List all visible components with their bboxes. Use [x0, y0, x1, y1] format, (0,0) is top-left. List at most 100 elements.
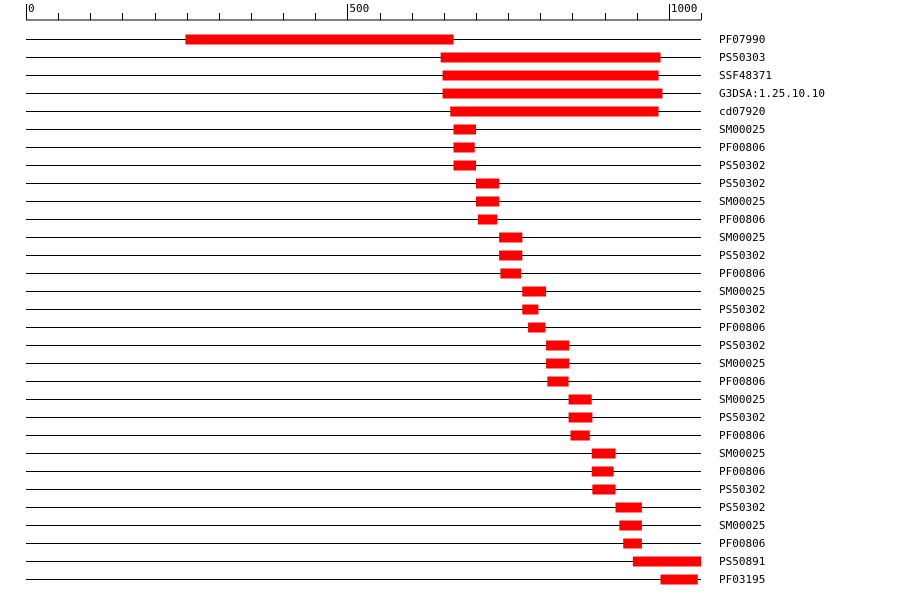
domain-row: PF00806 [26, 429, 765, 442]
domain-row: G3DSA:1.25.10.10 [26, 87, 825, 100]
domain-row: SM00025 [26, 123, 765, 136]
domain-label: PF00806 [719, 537, 765, 550]
domain-label: PF07990 [719, 33, 765, 46]
domain-bar[interactable] [499, 232, 523, 243]
domain-row: PS50302 [26, 159, 765, 172]
domain-bar[interactable] [476, 196, 500, 207]
domain-label: PF00806 [719, 429, 765, 442]
domain-label: PS50302 [719, 249, 765, 262]
domain-row: PS50302 [26, 303, 765, 316]
axis-tick-label: 0 [28, 2, 35, 15]
domain-bar[interactable] [623, 538, 642, 549]
domain-bar[interactable] [476, 178, 500, 189]
domain-bar[interactable] [477, 214, 498, 225]
domain-label: PS50302 [719, 483, 765, 496]
domain-bar[interactable] [632, 556, 701, 567]
axis-tick-label: 1000 [671, 2, 698, 15]
domain-label: PS50302 [719, 411, 765, 424]
domain-row: PF00806 [26, 141, 765, 154]
domain-row: PF00806 [26, 321, 765, 334]
domain-bar[interactable] [568, 412, 593, 423]
domain-label: PS50302 [719, 159, 765, 172]
domain-row: PF00806 [26, 267, 765, 280]
domain-label: PF00806 [719, 267, 765, 280]
domain-label: PS50302 [719, 339, 765, 352]
domain-row: SM00025 [26, 285, 765, 298]
domain-row: PS50891 [26, 555, 765, 568]
domain-bar[interactable] [453, 124, 477, 135]
domain-row: SM00025 [26, 519, 765, 532]
domain-label: cd07920 [719, 105, 765, 118]
domain-row: SM00025 [26, 357, 765, 370]
domain-row: SM00025 [26, 447, 765, 460]
domain-row: PS50302 [26, 177, 765, 190]
domain-bar[interactable] [546, 340, 570, 351]
domain-bar[interactable] [440, 52, 661, 63]
domain-bar[interactable] [570, 430, 590, 441]
domain-bar[interactable] [453, 160, 477, 171]
domain-label: PS50303 [719, 51, 765, 64]
domain-row: PS50302 [26, 249, 765, 262]
domain-bar[interactable] [591, 466, 614, 477]
domain-row: PS50302 [26, 483, 765, 496]
domain-label: PF00806 [719, 213, 765, 226]
domain-bar[interactable] [442, 88, 663, 99]
domain-rows: PF07990 PS50303 SSF48371 G3DSA:1.25.10.10 cd… [26, 33, 825, 586]
domain-bar[interactable] [546, 358, 570, 369]
domain-row: PF00806 [26, 537, 765, 550]
domain-bar[interactable] [619, 520, 642, 531]
domain-label: G3DSA:1.25.10.10 [719, 87, 825, 100]
domain-label: SM00025 [719, 231, 765, 244]
domain-row: PF03195 [26, 573, 765, 586]
domain-label: SM00025 [719, 447, 765, 460]
domain-row: PF00806 [26, 375, 765, 388]
domain-row: PS50302 [26, 501, 765, 514]
axis-tick-label: 500 [349, 2, 369, 15]
domain-label: PS50302 [719, 177, 765, 190]
domain-row: PS50303 [26, 51, 765, 64]
domain-label: PS50891 [719, 555, 765, 568]
domain-bar[interactable] [591, 448, 616, 459]
domain-row: PS50302 [26, 411, 765, 424]
domain-label: SM00025 [719, 519, 765, 532]
domain-bar[interactable] [450, 106, 659, 117]
position-axis: 0 500 1000 [26, 2, 702, 21]
domain-label: SM00025 [719, 357, 765, 370]
domain-row: SM00025 [26, 393, 765, 406]
domain-label: PF00806 [719, 465, 765, 478]
domain-bar[interactable] [522, 286, 547, 297]
domain-bar[interactable] [547, 376, 569, 387]
domain-row: PF07990 [26, 33, 765, 46]
domain-bar[interactable] [453, 142, 475, 153]
domain-row: SM00025 [26, 195, 765, 208]
domain-bar[interactable] [592, 484, 616, 495]
domain-label: PS50302 [719, 501, 765, 514]
domain-row: cd07920 [26, 105, 765, 118]
domain-bar[interactable] [528, 322, 546, 333]
domain-bar[interactable] [185, 34, 454, 45]
domain-label: PF00806 [719, 375, 765, 388]
domain-label: SM00025 [719, 285, 765, 298]
domain-row: SSF48371 [26, 69, 772, 82]
domain-label: SSF48371 [719, 69, 772, 82]
domain-row: SM00025 [26, 231, 765, 244]
domain-label: SM00025 [719, 123, 765, 136]
domain-bar[interactable] [660, 574, 698, 585]
domain-label: PS50302 [719, 303, 765, 316]
domain-label: SM00025 [719, 393, 765, 406]
domain-bar[interactable] [522, 304, 539, 315]
domain-label: PF03195 [719, 573, 765, 586]
domain-label: SM00025 [719, 195, 765, 208]
domain-label: PF00806 [719, 321, 765, 334]
domain-bar[interactable] [615, 502, 642, 513]
domain-row: PF00806 [26, 465, 765, 478]
domain-label: PF00806 [719, 141, 765, 154]
domain-bar[interactable] [442, 70, 659, 81]
domain-row: PS50302 [26, 339, 765, 352]
domain-row: PF00806 [26, 213, 765, 226]
domain-bar[interactable] [568, 394, 592, 405]
domain-bar[interactable] [499, 250, 523, 261]
domain-bar[interactable] [500, 268, 521, 279]
